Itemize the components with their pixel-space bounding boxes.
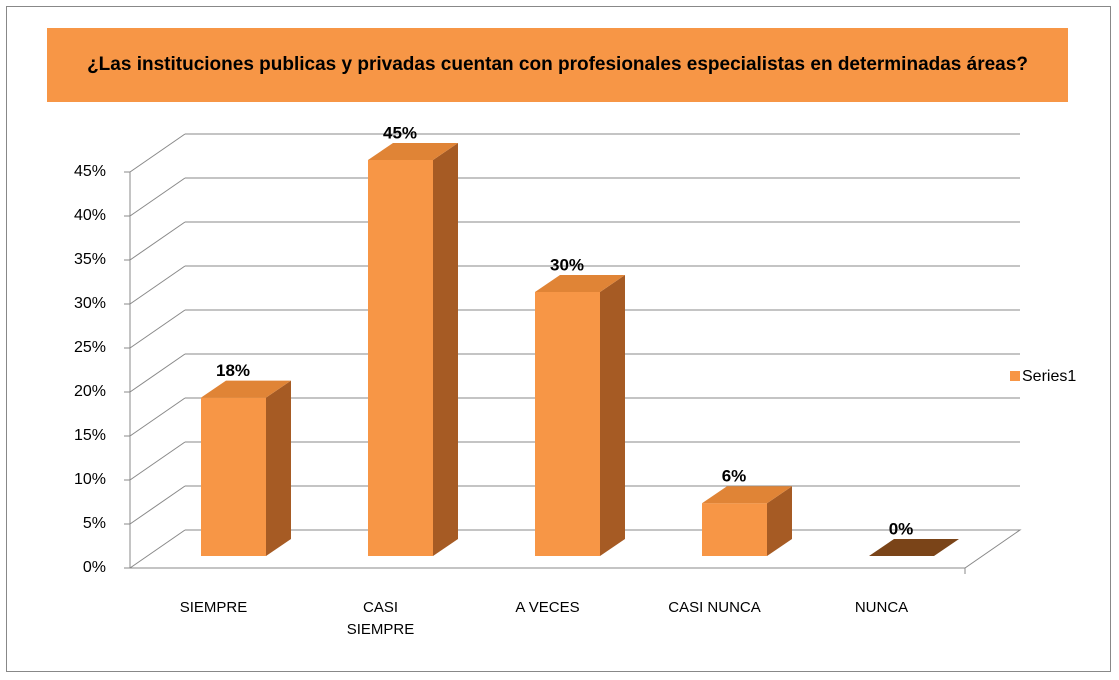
bar-top bbox=[368, 143, 458, 160]
x-tick-label: CASI NUNCA bbox=[668, 599, 761, 616]
chart-title: ¿Las instituciones publicas y privadas c… bbox=[47, 28, 1068, 102]
data-label: 6% bbox=[722, 467, 747, 486]
grid-line bbox=[129, 265, 186, 305]
grid-line bbox=[129, 221, 186, 261]
data-label: 30% bbox=[550, 255, 584, 274]
y-tick-label: 15% bbox=[74, 427, 106, 444]
x-tick-label: A VECES bbox=[515, 599, 580, 616]
data-label: 18% bbox=[216, 361, 250, 380]
y-tick-label: 30% bbox=[74, 295, 106, 312]
y-tick-label: 10% bbox=[74, 471, 106, 488]
bar bbox=[702, 503, 767, 556]
y-tick-label: 35% bbox=[74, 251, 106, 268]
y-tick-label: 20% bbox=[74, 383, 106, 400]
grid-line bbox=[129, 485, 186, 525]
legend-label: Series1 bbox=[1022, 368, 1076, 385]
grid-line bbox=[129, 309, 186, 349]
bar-side bbox=[767, 486, 792, 556]
grid-line bbox=[129, 397, 186, 437]
x-tick-label: SIEMPRE bbox=[179, 599, 248, 616]
grid-line bbox=[129, 133, 186, 173]
y-tick-label: 45% bbox=[74, 163, 106, 180]
x-tick-label: CASI SIEMPRE bbox=[346, 599, 415, 638]
data-label: 0% bbox=[889, 519, 914, 538]
y-tick-label: 5% bbox=[83, 515, 106, 532]
bar-side bbox=[266, 380, 291, 556]
y-tick-label: 40% bbox=[74, 207, 106, 224]
bar-side bbox=[600, 275, 625, 556]
y-tick-label: 0% bbox=[83, 559, 106, 576]
bar bbox=[201, 397, 266, 556]
grid-line bbox=[129, 441, 186, 481]
bar bbox=[368, 160, 433, 556]
legend-swatch bbox=[1010, 371, 1020, 381]
data-label: 45% bbox=[383, 123, 417, 142]
grid-line bbox=[129, 353, 186, 393]
bar-top bbox=[869, 539, 959, 556]
grid-line bbox=[129, 529, 186, 569]
bar-top bbox=[535, 275, 625, 292]
bar-top bbox=[702, 486, 792, 504]
grid-line bbox=[129, 177, 186, 217]
bar-top bbox=[201, 380, 291, 398]
x-tick-label: NUNCA bbox=[854, 599, 909, 616]
y-tick-label: 25% bbox=[74, 339, 106, 356]
bar-side bbox=[433, 143, 458, 556]
bar bbox=[535, 292, 600, 556]
